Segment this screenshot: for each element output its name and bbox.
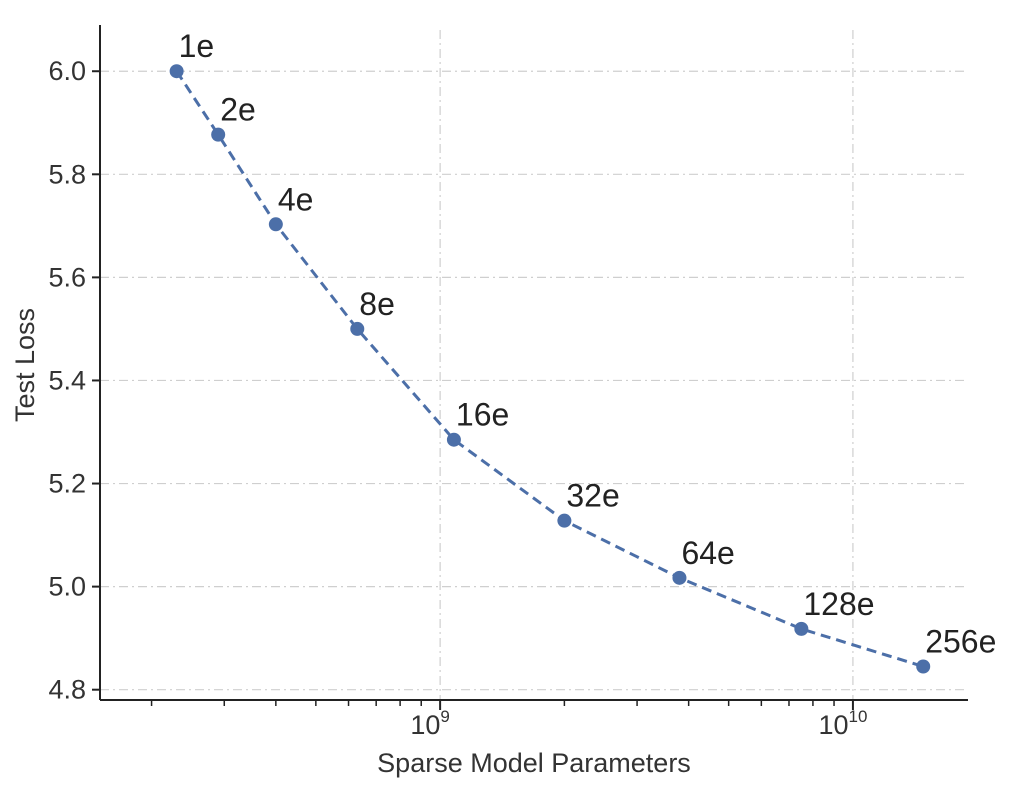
y-tick-label: 6.0 (48, 56, 86, 86)
series (169, 64, 931, 674)
y-tick-label: 5.0 (48, 572, 86, 602)
data-point-label: 1e (179, 28, 215, 64)
data-point (268, 217, 283, 232)
data-point (672, 570, 687, 585)
data-point (169, 64, 184, 79)
y-tick-label: 4.8 (48, 675, 86, 705)
data-point (794, 621, 809, 636)
data-point-label: 64e (681, 535, 734, 571)
grid (100, 30, 968, 700)
y-tick-label: 5.2 (48, 469, 86, 499)
y-tick-label: 5.6 (48, 262, 86, 292)
data-point-label: 2e (220, 92, 256, 128)
x-tick-label: 1010 (818, 707, 867, 740)
y-tick-label: 5.8 (48, 159, 86, 189)
x-tick-label: 109 (410, 707, 450, 740)
data-point (916, 659, 931, 674)
data-point-label: 4e (278, 181, 314, 217)
x-axis-label: Sparse Model Parameters (377, 748, 691, 778)
data-point-label: 8e (359, 286, 395, 322)
data-point-label: 256e (925, 624, 996, 660)
y-axis-label: Test Loss (10, 308, 40, 422)
data-point (446, 432, 461, 447)
data-point-label: 32e (566, 478, 619, 514)
data-point (557, 513, 572, 528)
axes (92, 25, 968, 710)
data-point (211, 127, 226, 142)
data-point (350, 321, 365, 336)
y-tick-label: 5.4 (48, 365, 86, 395)
data-point-label: 128e (803, 586, 874, 622)
series-line (175, 70, 924, 668)
data-point-label: 16e (456, 397, 509, 433)
